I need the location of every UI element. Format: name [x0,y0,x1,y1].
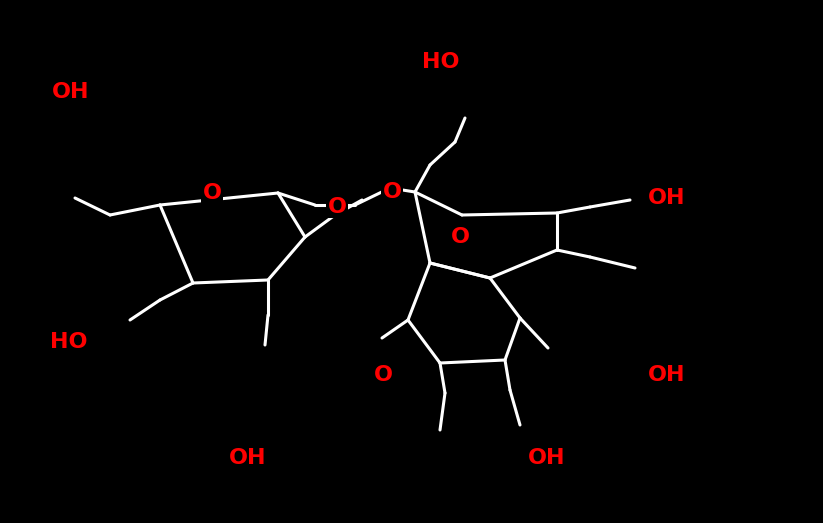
Text: OH: OH [648,188,686,208]
Text: O: O [450,227,469,247]
Text: OH: OH [648,365,686,385]
Text: O: O [383,182,402,202]
Text: O: O [202,183,221,203]
Text: OH: OH [52,82,90,102]
Text: OH: OH [230,448,267,468]
Text: OH: OH [528,448,565,468]
Text: HO: HO [50,332,87,352]
Text: O: O [374,365,393,385]
Text: O: O [328,197,346,217]
Text: HO: HO [422,52,460,72]
